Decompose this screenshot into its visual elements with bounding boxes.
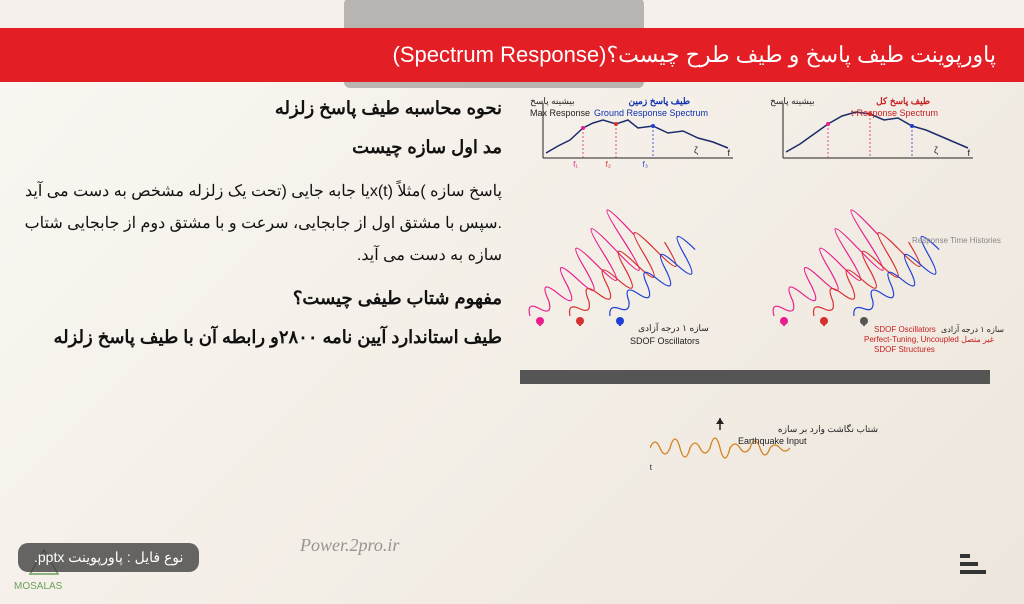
content-row: طیف پاسخ زمین Ground Response Spectrum ب… (0, 82, 1024, 478)
ground-spec-title-fa: طیف پاسخ زمین (628, 96, 690, 107)
sdof-en-r: SDOF Oscillators (874, 325, 936, 334)
ground-line (520, 370, 990, 384)
ground-spectrum-panel: طیف پاسخ زمین Ground Response Spectrum ب… (538, 98, 738, 168)
sdof-fa-l: سازه ۱ درجه آزادی (638, 323, 709, 334)
svg-text:f: f (727, 148, 730, 158)
file-type-badge: نوع فایل : پاورپوینت pptx. (18, 543, 199, 572)
total-spectrum-panel: طیف پاسخ کل t-Response Spectrum بیشینه پ… (778, 98, 978, 168)
slide-title-bar: پاورپوینت طیف پاسخ و طیف طرح چیست؟(Spect… (0, 28, 1024, 82)
svg-text:ζ: ζ (694, 145, 698, 155)
spectrum-diagram: طیف پاسخ زمین Ground Response Spectrum ب… (520, 98, 1000, 478)
ground-spec-title-en: Ground Response Spectrum (594, 108, 708, 118)
total-spec-title-en: t-Response Spectrum (851, 108, 938, 118)
earthquake-input: t شتاب نگاشت وارد بر سازه Earthquake Inp… (650, 418, 790, 468)
file-type-text: نوع فایل : پاورپوینت pptx. (34, 549, 183, 565)
svg-text:f: f (967, 148, 970, 158)
text-column: نحوه محاسبه طیف پاسخ زلزله مد اول سازه چ… (10, 98, 508, 478)
eq-en: Earthquake Input (738, 436, 807, 446)
watermark-text: Power.2pro.ir (300, 535, 399, 556)
svg-text:f₁: f₁ (573, 160, 578, 168)
svg-text:f₂: f₂ (606, 160, 611, 168)
perfect-label: Perfect-Tuning, Uncoupled (864, 335, 959, 344)
gheyr-label: غیر متصل (961, 335, 994, 344)
heading-2: مد اول سازه چیست (10, 137, 502, 158)
max-resp2-fa: بیشینه پاسخ (770, 96, 815, 107)
right-osc-area: f₁ f₂ f₃ ζ Response Time Histories SDOF … (764, 176, 994, 316)
sdof-struct: SDOF Structures (874, 345, 935, 354)
eq-fa: شتاب نگاشت وارد بر سازه (738, 424, 878, 435)
svg-text:ζ: ζ (934, 145, 938, 155)
paragraph-1: پاسخ سازه )مثلاً (x(tیا جابه جایی (تحت ی… (10, 176, 502, 272)
svg-text:t: t (650, 463, 653, 472)
heading-1: نحوه محاسبه طیف پاسخ زلزله (10, 98, 502, 119)
total-spec-title-fa: طیف پاسخ کل (876, 96, 930, 107)
heading-3: مفهوم شتاب طیفی چیست؟ (10, 288, 502, 309)
sdof-en-l: SDOF Oscillators (630, 336, 700, 346)
max-resp-en: Max Response (530, 108, 590, 118)
max-resp-fa: بیشینه پاسخ (530, 96, 575, 107)
sdof-fa-r: سازه ۱ درجه آزادی (941, 325, 1004, 334)
logo-bl-text: MOSALAS (14, 581, 62, 592)
heading-4: طیف استاندارد آیین نامه ۲۸۰۰و رابطه آن ب… (10, 327, 502, 348)
left-osc-area: f₁ f₂ f₃ ζ SDOF Oscillators سازه ۱ درجه … (520, 176, 750, 316)
logo-bottom-right (956, 550, 996, 584)
svg-text:f₃: f₃ (643, 160, 648, 168)
rth-label: Response Time Histories (912, 236, 1001, 245)
slide-title: پاورپوینت طیف پاسخ و طیف طرح چیست؟(Spect… (392, 42, 996, 67)
